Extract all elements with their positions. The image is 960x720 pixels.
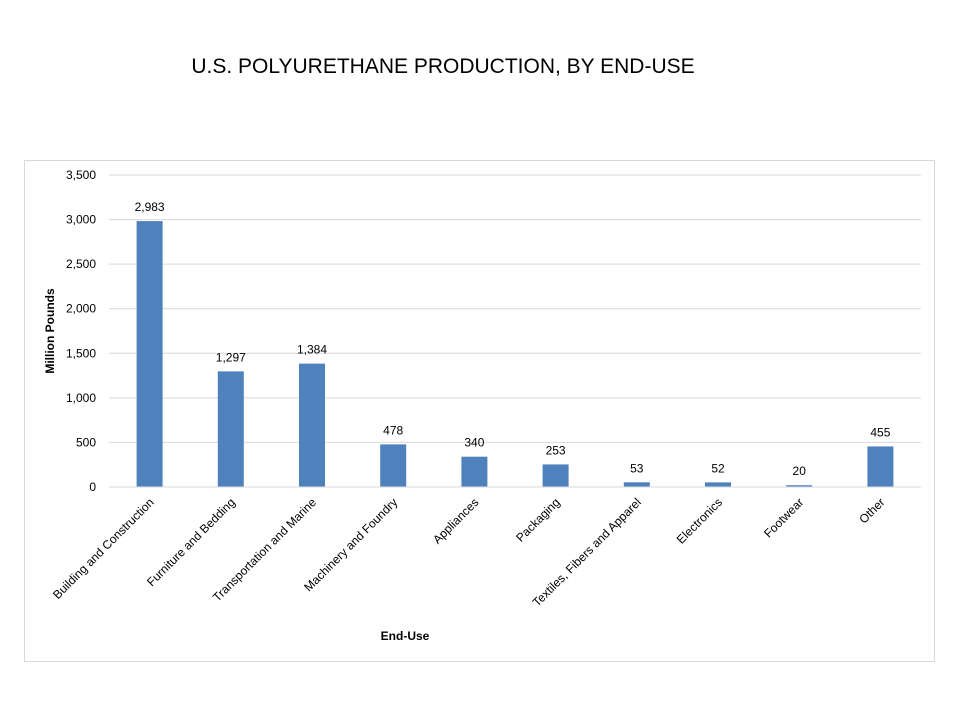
bar xyxy=(380,444,407,487)
y-tick-label: 2,000 xyxy=(66,302,96,316)
data-label: 340 xyxy=(464,436,484,450)
gridlines xyxy=(109,174,921,443)
y-tick-label: 500 xyxy=(76,435,96,449)
data-label: 52 xyxy=(711,461,725,475)
x-tick-label: Furniture and Bedding xyxy=(144,495,238,589)
x-axis-title: End-Use xyxy=(381,629,430,643)
data-label: 455 xyxy=(870,425,890,439)
data-label: 1,384 xyxy=(297,343,327,357)
data-labels: 2,983 1,297 1,384 478 340 253 53 52 20 455 xyxy=(135,200,891,478)
bar xyxy=(299,363,325,487)
x-tick-label: Building and Construction xyxy=(50,495,157,602)
y-tick-label: 1,000 xyxy=(66,391,96,405)
x-tick-label: Appliances xyxy=(430,495,481,546)
y-tick-label: 0 xyxy=(89,480,96,494)
bar xyxy=(705,482,731,487)
data-label: 2,983 xyxy=(135,200,165,214)
data-label: 20 xyxy=(793,464,807,478)
bar xyxy=(461,456,488,487)
chart-frame xyxy=(24,160,935,662)
bar xyxy=(217,371,244,487)
y-tick-label: 3,500 xyxy=(66,168,96,182)
y-axis-ticks: 0 500 1,000 1,500 2,000 2,500 3,000 3,500 xyxy=(66,168,96,494)
x-tick-label: Footwear xyxy=(761,495,806,540)
data-label: 253 xyxy=(546,443,566,457)
data-label: 53 xyxy=(630,461,644,475)
data-label: 478 xyxy=(383,423,403,437)
bar xyxy=(542,464,569,487)
bar xyxy=(136,221,163,487)
bar xyxy=(867,446,894,487)
x-tick-label: Packaging xyxy=(513,495,563,545)
x-tick-label: Machinery and Foundry xyxy=(301,495,400,594)
bars xyxy=(136,221,894,487)
bar xyxy=(623,482,650,487)
data-label: 1,297 xyxy=(216,350,246,364)
y-tick-label: 2,500 xyxy=(66,257,96,271)
x-tick-label: Other xyxy=(856,495,887,526)
page-title: U.S. POLYURETHANE PRODUCTION, BY END-USE xyxy=(191,55,695,78)
y-axis-title: Million Pounds xyxy=(43,288,57,374)
x-tick-label: Electronics xyxy=(674,495,725,546)
y-tick-label: 1,500 xyxy=(66,346,96,360)
y-tick-label: 3,000 xyxy=(66,213,96,227)
bar xyxy=(786,485,813,487)
